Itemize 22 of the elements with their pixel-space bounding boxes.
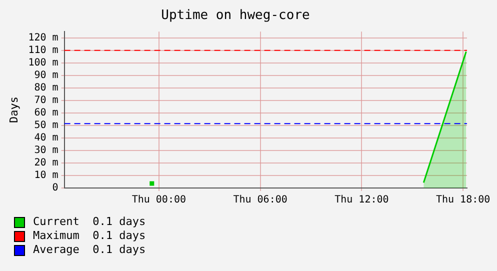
y-axis-title: Days <box>7 96 20 124</box>
y-tick-label: 60 m <box>34 108 58 119</box>
y-tick-label: 20 m <box>34 158 58 169</box>
y-tick-label: 50 m <box>34 120 58 132</box>
y-tick-label: 40 m <box>34 132 58 144</box>
y-tick-label: 80 m <box>34 82 58 94</box>
legend-label: Average 0.1 days <box>33 243 146 257</box>
y-tick-label: 110 m <box>28 44 58 56</box>
legend-label: Current 0.1 days <box>33 215 146 229</box>
legend-label: Maximum 0.1 days <box>33 229 146 243</box>
y-tick-label: 0 <box>52 182 58 194</box>
x-tick-label: Thu 00:00 <box>132 194 186 206</box>
x-tick-label: Thu 06:00 <box>233 194 288 206</box>
y-tick-label: 70 m <box>34 95 58 106</box>
y-tick-label: 30 m <box>34 145 58 156</box>
x-tick-label: Thu 12:00 <box>334 194 389 206</box>
y-tick-label: 120 m <box>28 32 58 44</box>
x-tick-label: Thu 18:00 <box>436 194 490 206</box>
y-tick-label: 100 m <box>28 57 58 68</box>
y-tick-label: 90 m <box>34 70 58 81</box>
chart-title: Uptime on hweg-core <box>161 8 310 24</box>
y-tick-label: 10 m <box>34 170 58 182</box>
